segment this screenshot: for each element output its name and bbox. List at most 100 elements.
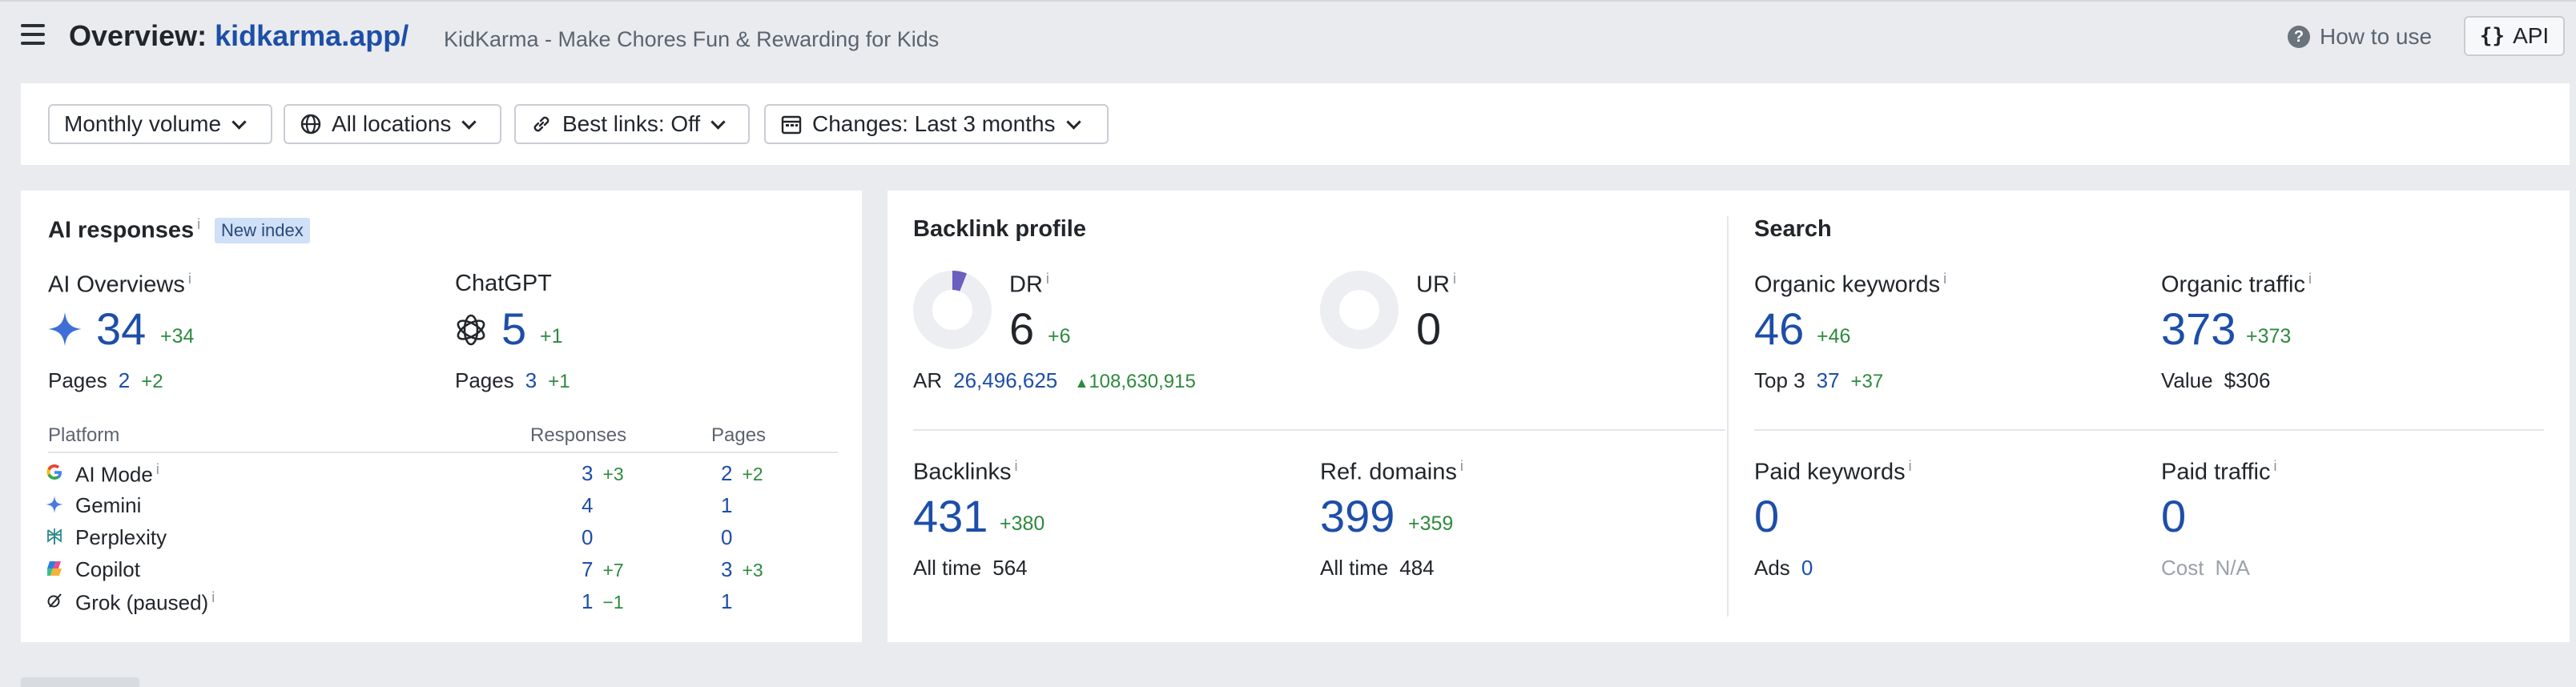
traffic-value-row: Value $306 [2161,368,2271,392]
table-divider [48,452,838,453]
chevron-down-icon [461,114,477,130]
chatgpt-value[interactable]: 5 [501,303,527,354]
pages-value[interactable]: 2 [118,368,131,392]
help-icon: ? [2288,26,2310,48]
info-icon[interactable]: i [187,271,191,287]
organic-traffic-delta: +373 [2246,325,2292,348]
changes-dropdown[interactable]: Changes: Last 3 months [764,104,1109,144]
table-row-pages[interactable]: 2 +2 [721,461,763,485]
top3-row: Top 3 37 +37 [1754,368,1884,392]
organic-traffic-value[interactable]: 373 [2161,303,2236,354]
gemini-icon [46,496,63,513]
perplexity-icon [47,528,62,544]
domain-link[interactable]: kidkarma.app/ [215,19,409,52]
cost-row: Cost N/A [2161,556,2250,580]
api-button[interactable]: {} API [2464,16,2565,56]
table-row-name: Gemini [75,493,142,517]
table-row-pages[interactable]: 1 [721,589,733,613]
grok-icon [47,593,62,608]
hamburger-menu-icon[interactable] [21,24,45,45]
info-icon[interactable]: i [2273,458,2277,474]
best-links-dropdown[interactable]: Best links: Off [514,104,750,144]
ref-domains-alltime: All time 484 [1320,556,1435,580]
best-links-label: Best links: Off [562,111,701,136]
page-header [0,0,2576,78]
volume-dropdown-label: Monthly volume [64,111,222,136]
table-row-responses[interactable]: 3 +3 [582,461,624,485]
ads-row: Ads 0 [1754,556,1813,580]
info-icon[interactable]: i [1459,458,1463,474]
dr-label: DR i [1009,271,1049,298]
locations-dropdown[interactable]: All locations [284,104,501,144]
info-icon[interactable]: i [211,589,215,605]
ads-value[interactable]: 0 [1801,556,1813,580]
organic-keywords-label: Organic keywords i [1754,271,1947,298]
paid-keywords-label: Paid keywords i [1754,458,1912,485]
organic-keywords-value[interactable]: 46 [1754,303,1805,354]
table-row-name: Copilot [75,557,140,581]
braces-icon: {} [2479,24,2506,48]
table-row-responses[interactable]: 7 +7 [582,557,624,581]
page-subtitle: KidKarma - Make Chores Fun & Rewarding f… [444,27,940,51]
ai-overviews-pages: Pages 2 +2 [48,368,163,392]
organic-keywords-delta: +46 [1817,325,1851,348]
table-row-responses[interactable]: 0 [582,525,594,549]
table-row-name: AI Mode i [75,461,159,487]
table-row-responses[interactable]: 1 −1 [582,589,624,613]
table-row-pages[interactable]: 0 [721,525,733,549]
top3-value[interactable]: 37 [1816,368,1840,392]
ur-label: UR i [1416,271,1456,298]
filter-bar: Monthly volume All locations Best links:… [21,83,2570,165]
api-label: API [2513,23,2550,48]
triangle-up-icon: ▲ [1074,375,1089,391]
info-icon[interactable]: i [1908,458,1912,474]
info-icon[interactable]: i [1943,271,1947,287]
chevron-down-icon [231,114,247,130]
paid-traffic-value[interactable]: 0 [2161,491,2187,541]
table-row-responses[interactable]: 4 [582,493,594,517]
table-row-name: Perplexity [75,525,167,549]
ar-delta: 108,630,915 [1089,371,1196,392]
table-row-pages[interactable]: 1 [721,493,733,517]
info-icon[interactable]: i [2308,271,2312,287]
chevron-down-icon [1065,114,1081,130]
pages-header: Pages [711,424,767,446]
ai-responses-card: AI responses i New index AI Overviews i 34… [21,191,862,642]
ref-domains-delta: +359 [1408,512,1454,535]
section-divider [913,429,1725,431]
ar-value[interactable]: 26,496,625 [953,368,1058,392]
backlinks-delta: +380 [1000,512,1045,535]
chevron-down-icon [710,114,726,130]
info-icon[interactable]: i [1045,271,1049,287]
page-title: Overview: kidkarma.app/ [69,19,409,53]
platform-header: Platform [48,424,120,446]
copilot-icon [47,561,62,576]
pages-value[interactable]: 3 [525,368,537,392]
locations-dropdown-label: All locations [332,111,452,136]
backlinks-alltime: All time 564 [913,556,1028,580]
info-icon[interactable]: i [1014,458,1018,474]
info-icon[interactable]: i [155,461,159,477]
globe-icon [300,114,321,135]
volume-dropdown[interactable]: Monthly volume [48,104,272,144]
table-row-name: Grok (paused) i [75,589,215,615]
ref-domains-label: Ref. domains i [1320,458,1463,485]
chatgpt-delta: +1 [540,325,563,348]
dr-delta: +6 [1048,325,1071,348]
info-icon[interactable]: i [1452,271,1456,287]
how-to-use-label: How to use [2320,24,2433,49]
ai-overviews-delta: +34 [160,325,195,348]
link-icon [533,116,549,132]
backlink-profile-title: Backlink profile [913,216,1086,242]
ref-domains-value[interactable]: 399 [1320,491,1395,541]
info-icon[interactable]: i [197,216,201,232]
dr-value: 6 [1009,303,1035,354]
ai-overviews-value[interactable]: 34 [96,303,147,354]
backlinks-value[interactable]: 431 [913,491,988,541]
paid-keywords-value[interactable]: 0 [1754,491,1780,541]
search-title: Search [1754,216,1832,242]
ar-row: AR 26,496,625 ▲108,630,915 [913,368,1196,392]
how-to-use-link[interactable]: ? How to use [2288,24,2432,50]
backlink-search-card: Backlink profile DR i 6 +6 UR i 0 AR 26,496… [888,191,2570,642]
table-row-pages[interactable]: 3 +3 [721,557,763,581]
